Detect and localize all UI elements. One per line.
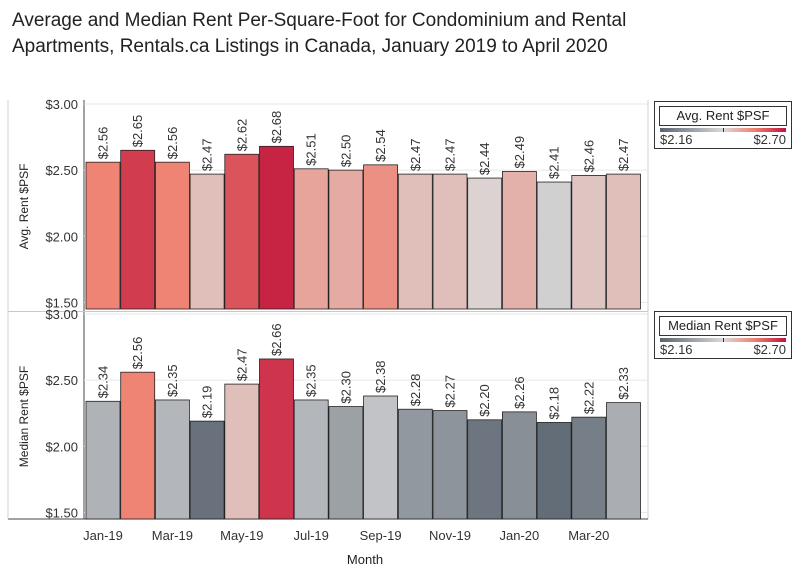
data-label: $2.49 [512, 136, 527, 169]
median-legend-center-tick [723, 338, 724, 342]
data-label: $2.51 [304, 133, 319, 166]
data-label: $2.22 [581, 382, 596, 415]
data-label: $2.47 [616, 139, 631, 172]
x-tick-label: Mar-19 [152, 528, 193, 543]
y-tick-label: $2.00 [45, 229, 78, 244]
bar [293, 399, 329, 520]
median-legend-title: Median Rent $PSF [659, 316, 787, 336]
avg-legend-max: $2.70 [753, 132, 786, 147]
data-label: $2.47 [234, 349, 249, 382]
median-legend-max: $2.70 [753, 342, 786, 357]
avg-legend-min: $2.16 [660, 132, 693, 147]
bar [259, 145, 294, 310]
bar [571, 416, 607, 520]
data-label: $2.35 [165, 364, 180, 397]
data-label: $2.56 [165, 127, 180, 160]
bar [85, 400, 121, 520]
bar [397, 173, 433, 310]
x-tick-label: Mar-20 [568, 528, 609, 543]
bar [328, 169, 364, 310]
y-tick-label: $3.00 [45, 97, 78, 112]
median-legend-min: $2.16 [660, 342, 693, 357]
y-tick-label: $1.50 [45, 505, 78, 520]
data-label: $2.41 [547, 146, 562, 179]
bar [328, 406, 364, 520]
bar [224, 153, 260, 310]
data-label: $2.62 [234, 119, 249, 152]
y-tick-label: $1.50 [45, 295, 78, 310]
x-tick-label: Jan-20 [500, 528, 540, 543]
data-label: $2.20 [477, 384, 492, 417]
bar [432, 173, 468, 310]
data-label: $2.47 [200, 139, 215, 172]
data-label: $2.18 [547, 387, 562, 420]
y-axis-title: Avg. Rent $PSF [17, 164, 31, 250]
chart-title: Average and Median Rent Per-Square-Foot … [12, 10, 627, 57]
data-label: $2.46 [581, 140, 596, 173]
bar [536, 422, 572, 520]
y-axis-title: Median Rent $PSF [17, 366, 31, 467]
data-label: $2.56 [130, 337, 145, 370]
bar [189, 420, 225, 520]
x-axis-title: Month [347, 552, 383, 567]
data-label: $2.50 [338, 135, 353, 168]
bar [606, 173, 641, 310]
data-label: $2.54 [373, 129, 388, 162]
bar [467, 177, 503, 310]
x-tick-label: Nov-19 [429, 528, 471, 543]
bar [363, 395, 399, 520]
avg-legend-center-tick [723, 128, 724, 132]
bar [120, 371, 156, 520]
data-label: $2.68 [269, 111, 284, 144]
bar [397, 408, 433, 520]
data-label: $2.35 [304, 364, 319, 397]
data-label: $2.34 [96, 366, 111, 399]
data-label: $2.47 [443, 139, 458, 172]
bar [501, 411, 537, 520]
x-tick-label: Sep-19 [360, 528, 402, 543]
bar [189, 173, 225, 310]
bar [259, 358, 294, 520]
avg-legend-title: Avg. Rent $PSF [659, 106, 787, 126]
bar [85, 161, 121, 310]
data-label: $2.44 [477, 143, 492, 176]
data-label: $2.56 [96, 127, 111, 160]
data-label: $2.65 [130, 115, 145, 148]
data-label: $2.19 [200, 386, 215, 419]
data-label: $2.33 [616, 367, 631, 400]
data-label: $2.26 [512, 376, 527, 409]
bar [467, 419, 503, 520]
bar [432, 410, 468, 520]
data-label: $2.47 [408, 139, 423, 172]
data-label: $2.66 [269, 323, 284, 356]
bar [224, 383, 260, 520]
bar [293, 168, 329, 310]
median-rent-color-legend: Median Rent $PSF $2.16 $2.70 [654, 311, 792, 359]
bar [571, 175, 607, 310]
bar [154, 161, 190, 310]
data-label: $2.28 [408, 374, 423, 407]
y-tick-label: $2.50 [45, 163, 78, 178]
y-tick-label: $2.00 [45, 439, 78, 454]
bar [120, 149, 156, 310]
x-tick-label: May-19 [220, 528, 263, 543]
data-label: $2.38 [373, 360, 388, 393]
bar [606, 402, 641, 520]
x-tick-label: Jan-19 [83, 528, 123, 543]
bar [363, 164, 399, 310]
y-tick-label: $2.50 [45, 373, 78, 388]
data-label: $2.30 [338, 371, 353, 404]
data-label: $2.27 [443, 375, 458, 408]
avg-rent-color-legend: Avg. Rent $PSF $2.16 $2.70 [654, 101, 792, 149]
x-tick-label: Jul-19 [293, 528, 328, 543]
y-tick-label: $3.00 [45, 307, 78, 322]
bar [536, 181, 572, 310]
bar [501, 171, 537, 310]
bar [154, 399, 190, 520]
